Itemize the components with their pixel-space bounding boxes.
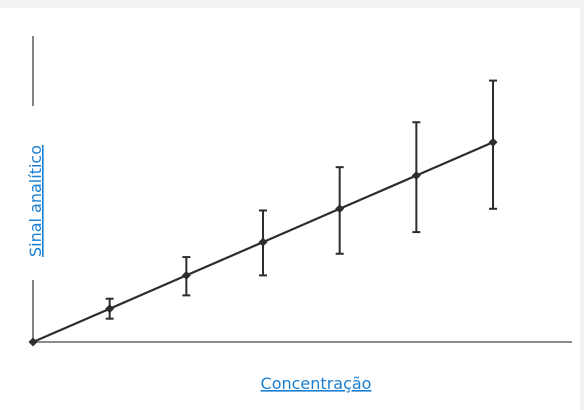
data-point — [258, 237, 268, 247]
axes — [32, 36, 572, 343]
data-point — [411, 171, 421, 180]
data-point — [488, 137, 498, 147]
x-axis-label: Concentração — [261, 374, 372, 393]
data-points — [28, 137, 498, 347]
data-point — [28, 337, 38, 347]
data-point — [105, 304, 115, 314]
chart-panel: Concentração Sinal analítico — [0, 8, 580, 410]
error-bars — [105, 79, 498, 320]
y-axis-label: Sinal analítico — [26, 145, 45, 257]
data-point — [335, 204, 345, 214]
calibration-chart: Concentração Sinal analítico — [26, 36, 572, 393]
data-point — [181, 270, 191, 280]
